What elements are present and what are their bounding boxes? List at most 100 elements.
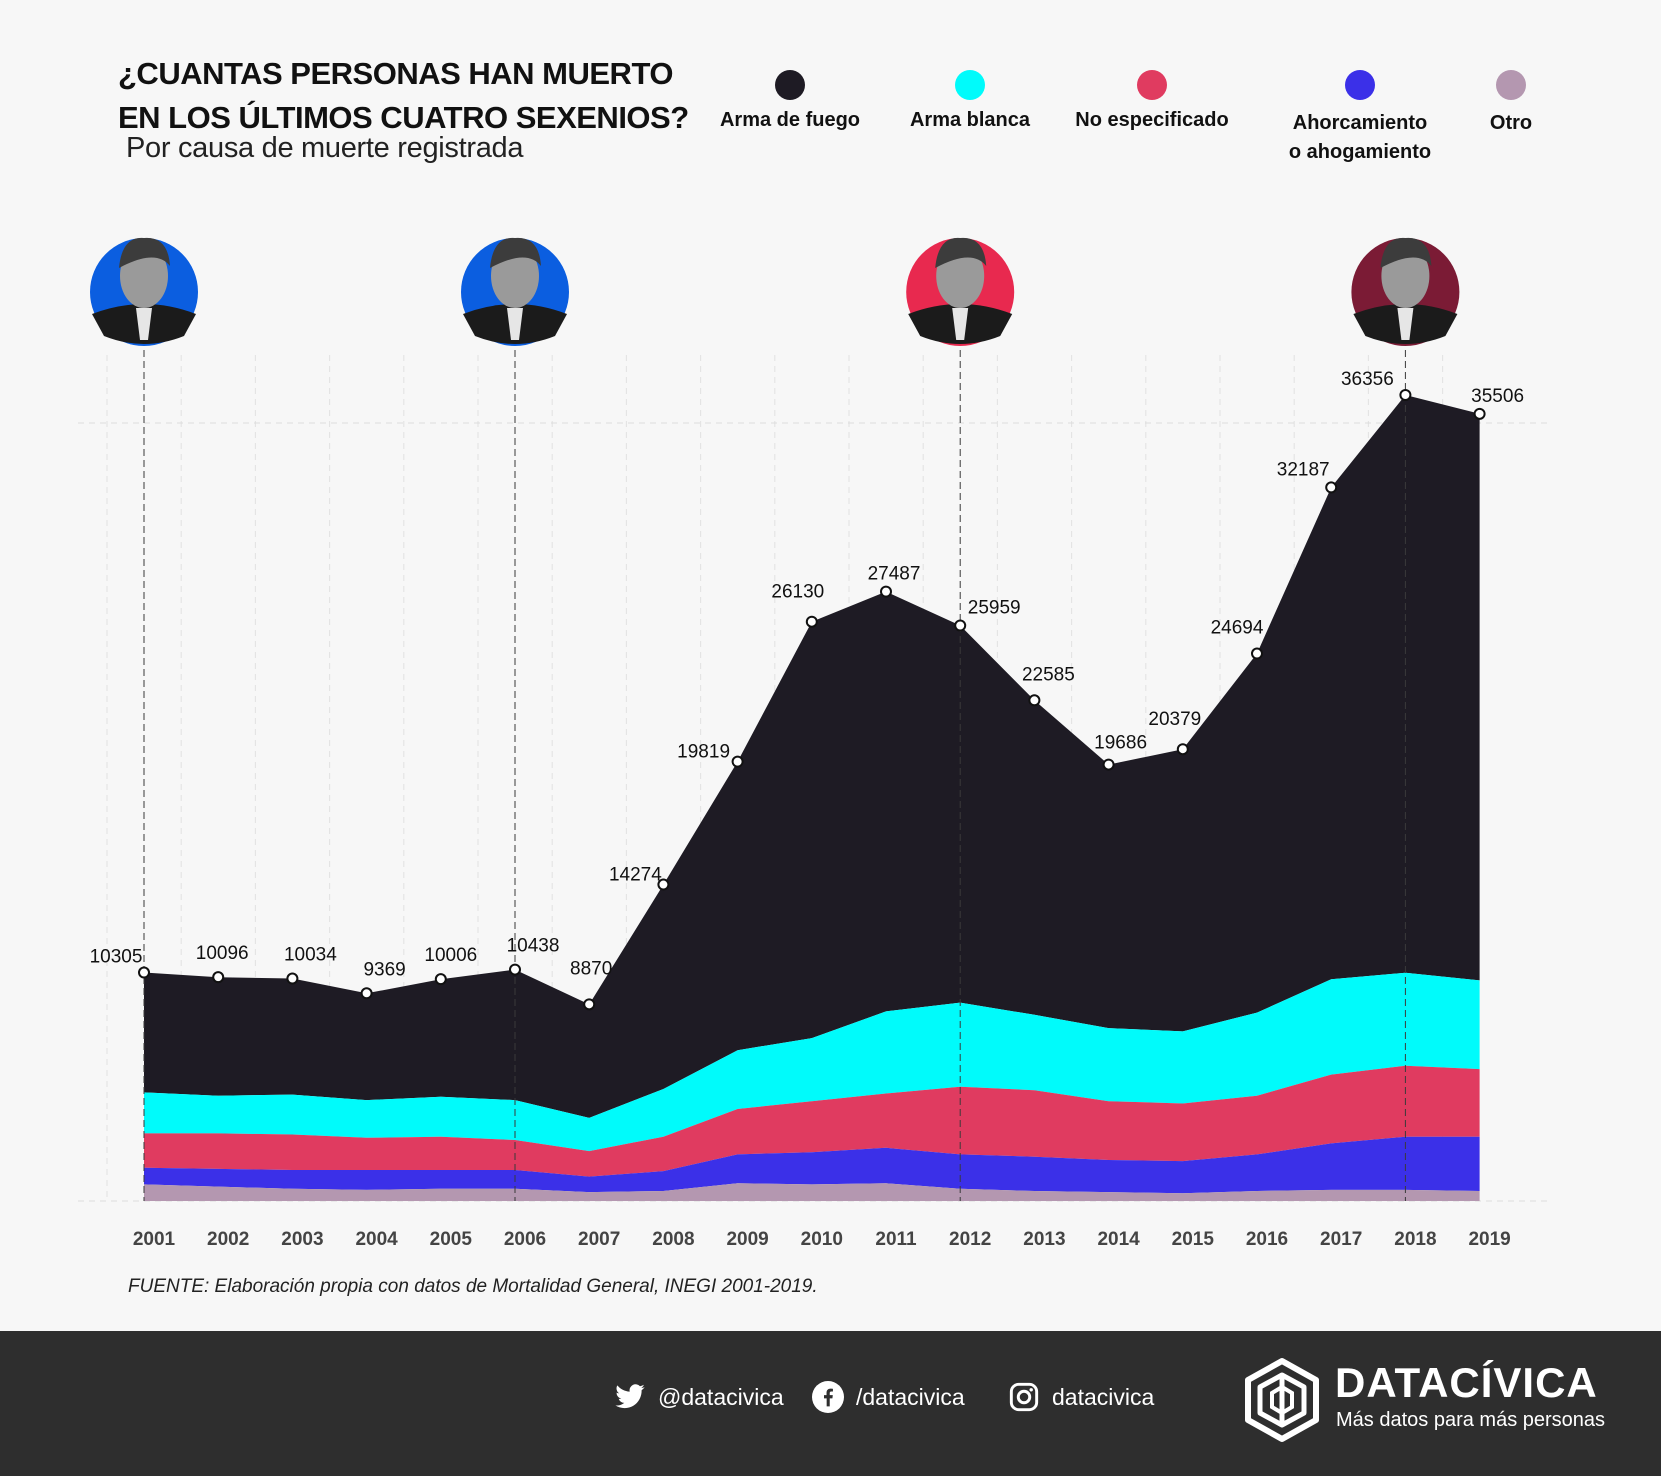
data-point [805, 615, 818, 628]
data-point [1176, 743, 1189, 756]
data-point [1399, 389, 1412, 401]
x-tick-label: 2015 [1172, 1229, 1215, 1250]
x-tick-label: 2006 [504, 1229, 546, 1250]
brand-logo[interactable]: DATACÍVICA Más datos para más personas [1240, 1353, 1640, 1453]
x-tick-label: 2001 [133, 1229, 176, 1250]
legend-item: No especificado [1052, 70, 1252, 135]
data-label: 27487 [868, 564, 921, 585]
x-tick-label: 2014 [1097, 1229, 1140, 1250]
legend-label: Ahorcamiento o ahogamiento [1288, 112, 1432, 163]
portrait-hair [1380, 237, 1432, 268]
brand-tagline: Más datos para más personas [1336, 1409, 1606, 1431]
data-point [434, 973, 447, 986]
total-labels: 10305 10096 10034 9369 10006 10438 8870 14274 19… [90, 369, 1524, 1011]
portrait-shirt [136, 308, 152, 340]
footer: @datacivica /datacivica datacivica DATAC… [0, 1331, 1661, 1476]
data-label: 10096 [196, 943, 249, 964]
facebook-icon [812, 1381, 844, 1413]
data-label: 10305 [90, 947, 143, 968]
portrait-hair [119, 237, 170, 268]
data-point [954, 619, 967, 632]
data-point [286, 972, 299, 985]
data-label: 35506 [1471, 386, 1524, 407]
data-label: 14274 [609, 865, 662, 886]
data-point [509, 963, 521, 976]
legend-label: Arma de fuego [719, 109, 861, 131]
data-label: 32187 [1277, 459, 1330, 480]
legend-label: Arma blanca [909, 109, 1031, 131]
x-tick-label: 2016 [1246, 1229, 1288, 1250]
x-tick-label: 2018 [1394, 1229, 1436, 1250]
data-point [1102, 758, 1115, 771]
president-portrait-calderon [461, 237, 569, 346]
x-tick-label: 2009 [726, 1229, 768, 1250]
data-point [138, 966, 150, 979]
datacivica-logo-icon [1245, 1358, 1319, 1442]
legend-item: Ahorcamiento o ahogamiento [1260, 70, 1460, 167]
x-tick-label: 2013 [1023, 1229, 1065, 1250]
data-point [583, 998, 596, 1011]
instagram-handle: datacivica [1052, 1383, 1155, 1410]
legend-label: Otro [1489, 112, 1533, 134]
x-tick-label: 2002 [207, 1229, 249, 1250]
data-label: 10034 [284, 945, 337, 966]
area-series [144, 395, 1480, 1118]
president-portrait-fox [90, 237, 198, 346]
legend-swatch [1137, 70, 1167, 100]
data-label: 26130 [771, 582, 824, 603]
data-label: 19819 [677, 742, 730, 763]
stacked-area-chart: 10305 10096 10034 9369 10006 10438 8870 14274 19… [78, 237, 1548, 1250]
data-label: 9369 [363, 959, 405, 980]
data-label: 8870 [570, 958, 612, 979]
data-point [731, 755, 744, 768]
data-point [1028, 694, 1041, 707]
x-tick-label: 2019 [1468, 1229, 1510, 1250]
facebook-handle: /datacivica [856, 1383, 965, 1410]
legend-item: Otro [1411, 70, 1611, 138]
x-tick-label: 2008 [652, 1229, 694, 1250]
portrait-hair [935, 237, 987, 268]
area-series [144, 1136, 1480, 1194]
legend-label: No especificado [1075, 109, 1229, 131]
twitter-icon [615, 1384, 645, 1409]
area-series [144, 972, 1480, 1152]
president-portrait-lopez-obrador [1351, 237, 1460, 346]
area-series [144, 1183, 1480, 1201]
x-tick-label: 2011 [875, 1229, 917, 1250]
portrait-shirt [1397, 308, 1414, 340]
twitter-link[interactable]: @datacivica [614, 1381, 784, 1413]
portrait-shirt [952, 308, 969, 340]
x-tick-label: 2010 [801, 1229, 843, 1250]
data-point [1251, 647, 1263, 660]
portrait-shirt [507, 308, 523, 340]
data-point [657, 878, 670, 891]
source-note: FUENTE: Elaboración propia con datos de … [128, 1276, 818, 1297]
data-label: 10438 [507, 936, 560, 957]
data-label: 22585 [1022, 664, 1075, 685]
x-tick-label: 2017 [1320, 1229, 1362, 1250]
instagram-icon [1009, 1382, 1039, 1412]
legend-item: Arma de fuego [690, 70, 890, 135]
x-tick-label: 2004 [355, 1229, 398, 1250]
twitter-handle: @datacivica [658, 1383, 784, 1410]
legend-swatch [955, 70, 985, 100]
legend-item: Arma blanca [870, 70, 1070, 135]
president-portrait-pena-nieto [906, 237, 1015, 346]
x-tick-label: 2007 [578, 1229, 620, 1250]
data-label: 25959 [968, 597, 1021, 618]
data-label: 10006 [424, 945, 477, 966]
area-series [144, 1065, 1480, 1177]
data-label: 19686 [1094, 733, 1147, 754]
legend-swatch [1496, 70, 1526, 100]
data-label: 24694 [1211, 618, 1264, 639]
brand-name: DATACÍVICA [1335, 1359, 1598, 1406]
facebook-link[interactable]: /datacivica [812, 1381, 965, 1413]
data-label: 36356 [1341, 369, 1394, 390]
legend-swatch [1345, 70, 1375, 100]
data-point [880, 585, 892, 598]
instagram-link[interactable]: datacivica [1008, 1381, 1154, 1413]
portrait-hair [490, 237, 541, 268]
x-axis: 2001 2002 2003 2004 2005 2006 2007 2008 2009 2010… [133, 1229, 1511, 1250]
data-point [360, 987, 373, 1000]
chart-subtitle: Por causa de muerte registrada [126, 132, 524, 164]
